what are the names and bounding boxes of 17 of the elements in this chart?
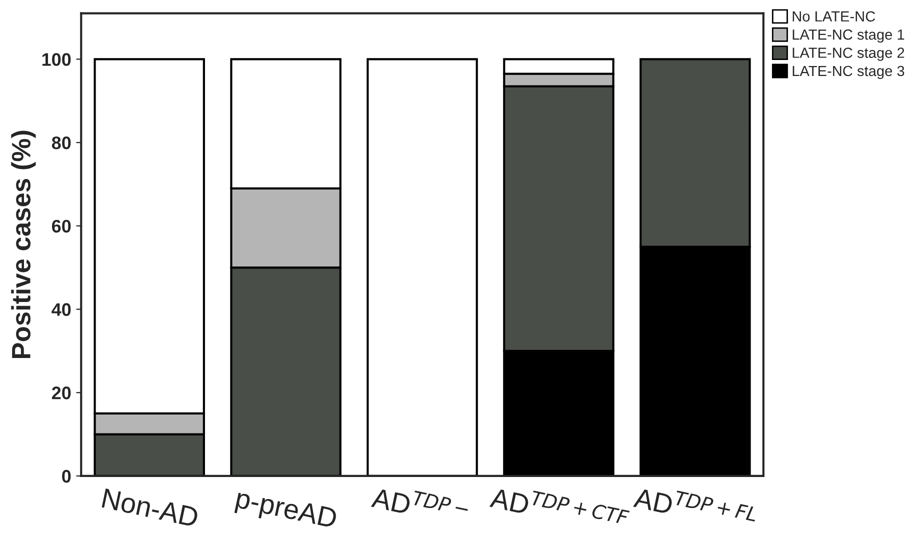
y-tick-label: 20: [52, 386, 71, 400]
legend-label: LATE-NC stage 2: [792, 48, 904, 61]
x-tick-label: Non-AD: [102, 488, 199, 528]
y-tick-label: 40: [52, 303, 71, 316]
x-tick-label: AD$^{TDP+FL}$: [633, 482, 758, 532]
x-tick-label: AD$^{TDP−}$: [370, 482, 470, 526]
y-tick-label: 100: [42, 53, 71, 66]
y-axis-title: Positive cases (%): [11, 130, 36, 358]
y-tick-label: 0: [62, 470, 71, 483]
bar: [366, 58, 478, 476]
x-tick-label: p-preAD: [234, 488, 338, 533]
y-tick-label: 60: [52, 220, 71, 233]
legend-label: LATE-NC stage 1: [792, 29, 904, 43]
legend-label: No LATE-NC: [792, 11, 876, 22]
legend-label: LATE-NC stage 3: [792, 66, 904, 80]
x-tick-label: AD$^{TDP+CTF}$: [489, 482, 630, 533]
y-tick-label: 80: [52, 136, 71, 150]
